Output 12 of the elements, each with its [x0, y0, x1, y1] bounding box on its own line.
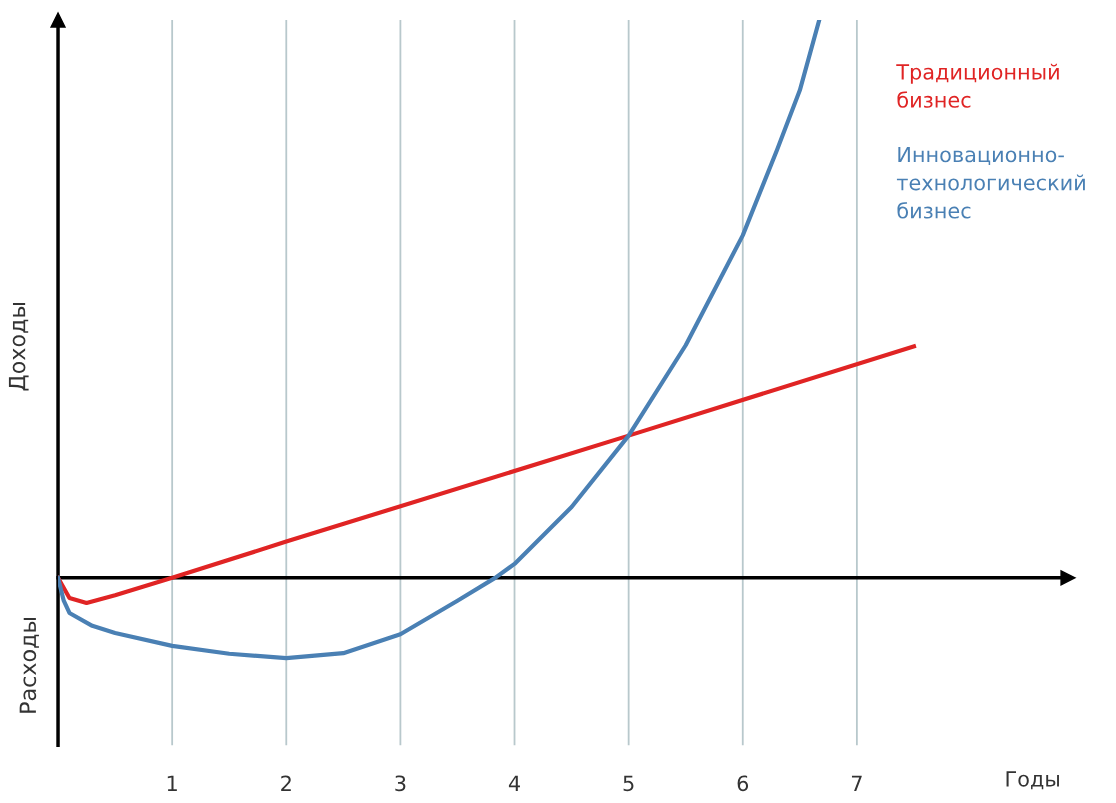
- x-tick-label: 3: [395, 775, 406, 792]
- x-tick-label: 6: [737, 775, 749, 792]
- x-axis-title: Годы: [1006, 771, 1059, 790]
- y-axis-title: Доходы: [8, 303, 29, 391]
- x-tick-label: 4: [508, 775, 520, 791]
- text: Традиционный бизнес: [896, 63, 1059, 108]
- x-tick-label: 2: [281, 775, 291, 791]
- text: Инновационно-технологический бизнес: [896, 146, 1085, 219]
- x-tick-label: 1: [167, 775, 177, 791]
- x-tick-label: 7: [851, 775, 862, 791]
- x-tick-label: 5: [623, 775, 634, 792]
- text: Расходы: [19, 617, 39, 713]
